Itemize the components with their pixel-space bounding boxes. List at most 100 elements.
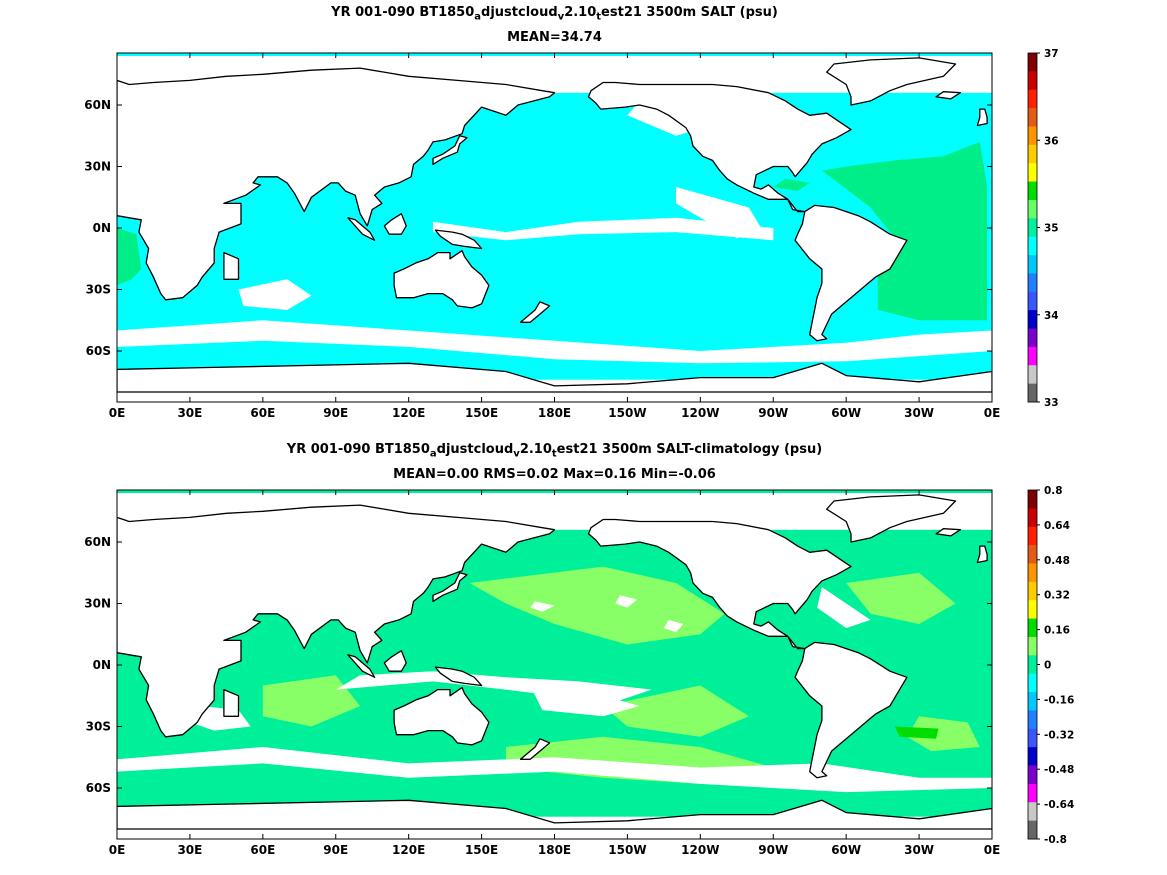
coastline-sumatra [347, 217, 376, 241]
lon-tick-label: 60W [831, 406, 861, 420]
white-cpac [530, 685, 640, 717]
patch-ind [262, 675, 361, 727]
coastline-madagascar [223, 688, 240, 717]
colorbar-segment [1028, 144, 1037, 164]
colorbar-segment [1028, 636, 1037, 656]
lon-tick-label: 90E [323, 406, 348, 420]
lat-tick-label: 60N [84, 98, 111, 112]
colorbar-segment [1028, 53, 1037, 72]
colorbar-segment [1028, 820, 1037, 840]
lon-tick-label: 150E [465, 406, 498, 420]
lon-tick-label: 90W [758, 843, 788, 857]
coastline-borneo [383, 213, 407, 235]
lat-tick-label: 30N [84, 597, 111, 611]
patch-np [469, 566, 725, 645]
colorbar-segment [1028, 655, 1037, 675]
coastline-borneo [383, 650, 407, 672]
colorbar-segment [1028, 310, 1037, 330]
colorbar-segment [1028, 218, 1037, 238]
lon-tick-label: 30W [904, 406, 934, 420]
white-hole-np1 [530, 601, 555, 612]
white-band-eq [433, 217, 774, 241]
colorbar-segment [1028, 328, 1037, 348]
colorbar-segment [1028, 199, 1037, 219]
patch-satl [906, 716, 980, 752]
top-panel-salt: YR 001-090 BT1850adjustcloudv2.10test21 … [0, 0, 1167, 437]
colorbar-segment [1028, 163, 1037, 183]
map-field [117, 490, 992, 839]
panel-title: YR 001-090 BT1850adjustcloudv2.10test21 … [331, 5, 778, 23]
patch-south-africa [117, 228, 142, 286]
lon-tick-label: 120E [392, 406, 425, 420]
lat-tick-label: 30S [86, 283, 111, 297]
colorbar-segment [1028, 600, 1037, 620]
colorbar-tick-label: -0.32 [1044, 729, 1074, 741]
white-band-w [676, 187, 762, 239]
map-field [117, 53, 992, 402]
colorbar-tick-label: 36 [1044, 135, 1059, 147]
panel-subtitle: MEAN=34.74 [507, 30, 602, 45]
lon-tick-label: 30E [177, 843, 202, 857]
patch-atlantic [821, 141, 988, 321]
colorbar-segment [1028, 273, 1037, 293]
colorbar-segment [1028, 108, 1037, 127]
lon-tick-label: 90E [323, 843, 348, 857]
colorbar-segment [1028, 236, 1037, 256]
colorbar-tick-label: 34 [1044, 310, 1059, 322]
lon-tick-label: 180E [538, 843, 571, 857]
lon-tick-label: 0E [109, 843, 126, 857]
lon-tick-label: 30E [177, 406, 202, 420]
colorbar-segment [1028, 692, 1037, 711]
coastline-new-guinea [434, 229, 483, 250]
colorbar-tick-label: 0.32 [1044, 590, 1070, 602]
lat-tick-label: 60S [86, 344, 111, 358]
lat-tick-label: 60N [84, 535, 111, 549]
colorbar-segment [1028, 783, 1037, 803]
map-svg: 0E 30E 60E 90E 120E 150E 180E 150W 120W 90W 60W 30W… [84, 48, 1059, 420]
coastline-uk [976, 545, 988, 564]
lat-tick-label: 30S [86, 720, 111, 734]
lon-tick-label: 0E [984, 843, 1001, 857]
colorbar-segment [1028, 291, 1037, 311]
lon-tick-label: 120W [681, 843, 719, 857]
colorbar-tick-label: -0.16 [1044, 694, 1074, 706]
lon-tick-label: 180E [538, 406, 571, 420]
colorbar-segment [1028, 526, 1037, 546]
lon-tick-label: 60E [250, 843, 275, 857]
colorbar-tick-label: 0.64 [1044, 520, 1070, 532]
coastline-japan [432, 572, 468, 603]
lat-tick-label: 0N [93, 658, 111, 672]
coastline-iceland [935, 528, 962, 537]
lon-tick-label: 60W [831, 843, 861, 857]
panel-title: YR 001-090 BT1850adjustcloudv2.10test21 … [286, 442, 823, 460]
coastline-new-zealand [519, 301, 551, 323]
colorbar-segment [1028, 765, 1037, 785]
coastline-south-america [794, 641, 908, 779]
colorbar-tick-label: 0 [1044, 660, 1051, 672]
colorbar-segment [1028, 728, 1037, 748]
lat-tick-label: 0N [93, 221, 111, 235]
lon-tick-label: 120W [681, 406, 719, 420]
lon-tick-label: 0E [109, 406, 126, 420]
bottom-panel-salt-anomaly: YR 001-090 BT1850adjustcloudv2.10test21 … [0, 437, 1167, 874]
colorbar-tick-label: 37 [1044, 48, 1059, 60]
coastline-eurasia-africa [117, 67, 556, 301]
coastline-madagascar [223, 251, 240, 280]
colorbar-segment [1028, 383, 1037, 403]
colorbar-segment [1028, 581, 1037, 601]
lon-tick-label: 0E [984, 406, 1001, 420]
coastline-sumatra [347, 654, 376, 678]
colorbar-segment [1028, 71, 1037, 91]
colorbar-segment [1028, 490, 1037, 509]
white-hole-np2 [615, 595, 638, 608]
colorbar-segment [1028, 89, 1037, 109]
patch-max-anomaly [894, 726, 939, 739]
colorbar-segment [1028, 563, 1037, 583]
white-band-s1 [117, 320, 992, 364]
coastline-north-america [587, 518, 852, 650]
coastline-uk [976, 108, 988, 127]
lon-tick-label: 90W [758, 406, 788, 420]
coastline-australia [393, 686, 490, 746]
colorbar-tick-label: 0.8 [1044, 485, 1063, 497]
colorbar-segment [1028, 365, 1037, 385]
